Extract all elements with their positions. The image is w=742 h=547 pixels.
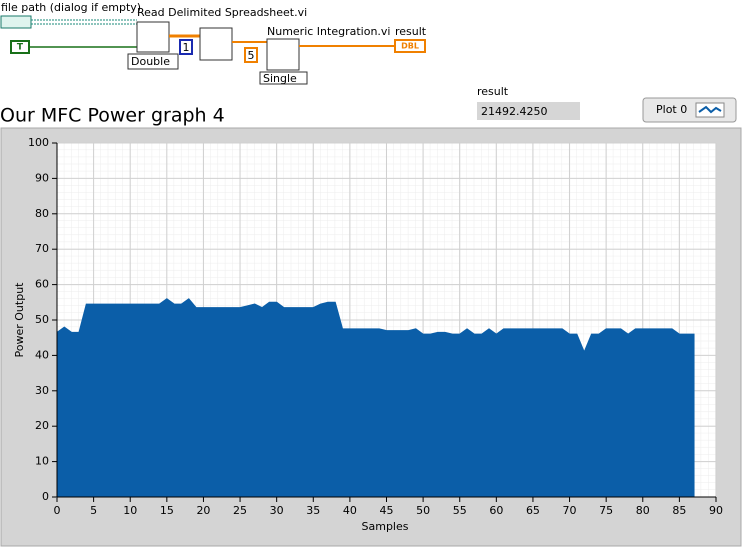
result-display [477, 102, 580, 120]
y-axis-title: Power Output [13, 282, 26, 358]
y-tick-label: 100 [28, 136, 49, 149]
block-diagram: file path (dialog if empty) T Read Delim… [0, 1, 427, 85]
index-array-icon[interactable] [199, 27, 233, 61]
x-tick-label: 10 [123, 504, 137, 517]
y-tick-label: 90 [35, 171, 49, 184]
result-label: result [477, 85, 509, 98]
x-tick-label: 0 [54, 504, 61, 517]
y-tick-label: 50 [35, 313, 49, 326]
x-tick-label: 55 [453, 504, 467, 517]
area [56, 298, 695, 498]
indicator-label: result [395, 25, 427, 38]
x-axis-title: Samples [362, 520, 409, 533]
y-tick-label: 40 [35, 348, 49, 361]
y-tick-label: 10 [35, 455, 49, 468]
x-tick-label: 75 [599, 504, 613, 517]
result-value: 21492.4250 [481, 105, 547, 118]
x-tick-label: 70 [563, 504, 577, 517]
x-tick-label: 20 [196, 504, 210, 517]
x-tick-label: 85 [672, 504, 686, 517]
result-terminal[interactable] [394, 39, 426, 53]
y-tick-label: 60 [35, 278, 49, 291]
x-tick-label: 80 [636, 504, 650, 517]
x-tick-label: 40 [343, 504, 357, 517]
read-vi-icon[interactable] [136, 21, 170, 53]
type-text: Single [263, 72, 297, 85]
x-tick-label: 45 [380, 504, 394, 517]
x-tick-label: 90 [709, 504, 723, 517]
index-text: 1 [183, 41, 190, 54]
x-tick-label: 65 [526, 504, 540, 517]
legend-swatch [698, 105, 722, 114]
control-label: file path (dialog if empty) [1, 1, 141, 14]
x-tick-label: 25 [233, 504, 247, 517]
path-terminal[interactable] [0, 15, 32, 29]
y-tick-label: 0 [42, 490, 49, 503]
integration-icon[interactable] [266, 38, 300, 71]
type-text: Double [131, 55, 170, 68]
x-tick-label: 35 [306, 504, 320, 517]
vi-label: Numeric Integration.vi [267, 25, 390, 38]
points-text: 5 [248, 49, 255, 62]
type-selector[interactable] [259, 71, 308, 85]
index-const[interactable] [179, 39, 193, 55]
legend-label: Plot 0 [656, 103, 687, 116]
type-selector[interactable] [127, 53, 179, 70]
y-tick-label: 70 [35, 242, 49, 255]
x-tick-label: 30 [270, 504, 284, 517]
y-tick-label: 30 [35, 384, 49, 397]
x-tick-label: 50 [416, 504, 430, 517]
y-tick-label: 80 [35, 207, 49, 220]
x-tick-label: 5 [90, 504, 97, 517]
dbl-text: DBL [401, 42, 419, 51]
x-tick-label: 60 [489, 504, 503, 517]
path-wire [31, 19, 137, 25]
vi-label: Read Delimited Spreadsheet.vi [137, 6, 307, 19]
chart-title: Our MFC Power graph 4 [0, 105, 225, 127]
bool-text: T [17, 43, 24, 53]
x-tick-label: 15 [160, 504, 174, 517]
y-tick-label: 20 [35, 419, 49, 432]
points-const[interactable] [244, 47, 258, 63]
